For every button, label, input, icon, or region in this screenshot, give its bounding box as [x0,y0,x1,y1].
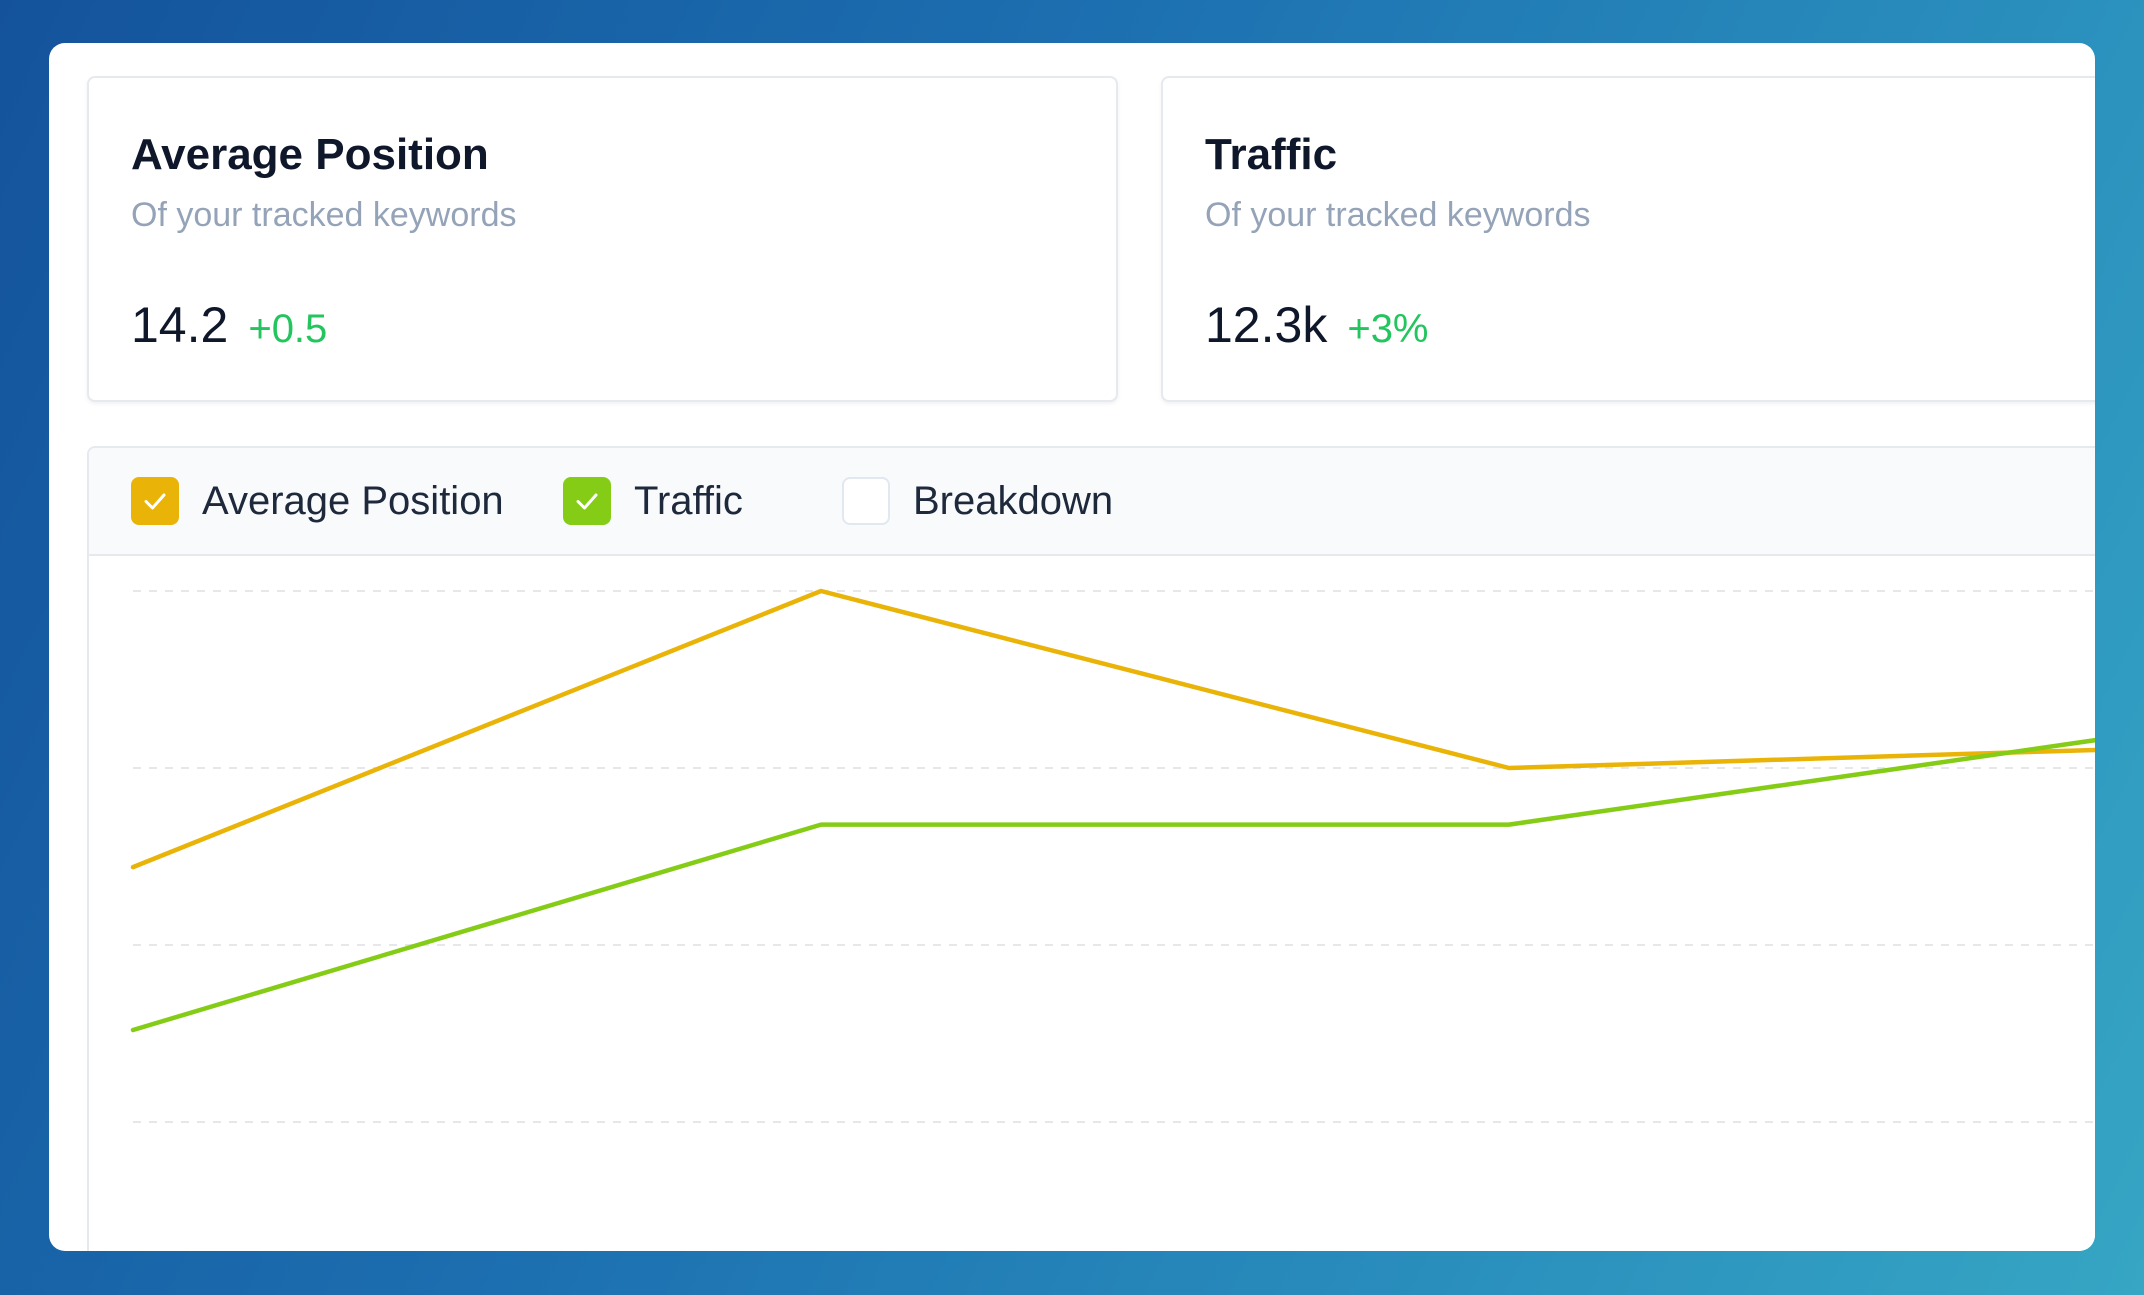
legend-toggle-traffic[interactable]: Traffic [563,474,743,528]
card-title: Average Position [131,130,489,179]
checkbox-checked-icon[interactable] [563,477,611,525]
metric-delta: +0.5 [248,307,328,351]
card-subtitle: Of your tracked keywords [1205,196,1591,234]
chart-panel: Average Position Traffic Breakdown [87,446,2095,1251]
metric: 14.2 +0.5 [131,296,327,354]
checkbox-checked-icon[interactable] [131,477,179,525]
metric-value: 12.3k [1205,297,1328,353]
metric: 12.3k +3% [1205,296,1429,354]
legend-toggle-average-position[interactable]: Average Position [131,474,504,528]
legend-bar: Average Position Traffic Breakdown [89,448,2095,556]
metric-delta: +3% [1347,307,1429,351]
line-chart [130,588,2095,1123]
legend-toggle-breakdown[interactable]: Breakdown [842,474,1113,528]
checkbox-unchecked-icon[interactable] [842,477,890,525]
card-title: Traffic [1205,130,1338,179]
dashboard-window: Average Position Of your tracked keyword… [49,43,2095,1251]
series-line-average-position [130,588,2095,870]
series-line-traffic [130,737,2095,1033]
traffic-card: Traffic Of your tracked keywords 12.3k +… [1161,76,2095,402]
legend-label: Traffic [634,478,743,523]
legend-label: Breakdown [913,478,1114,523]
metric-value: 14.2 [131,297,229,353]
average-position-card: Average Position Of your tracked keyword… [87,76,1118,402]
legend-label: Average Position [202,478,504,523]
card-subtitle: Of your tracked keywords [131,196,517,234]
